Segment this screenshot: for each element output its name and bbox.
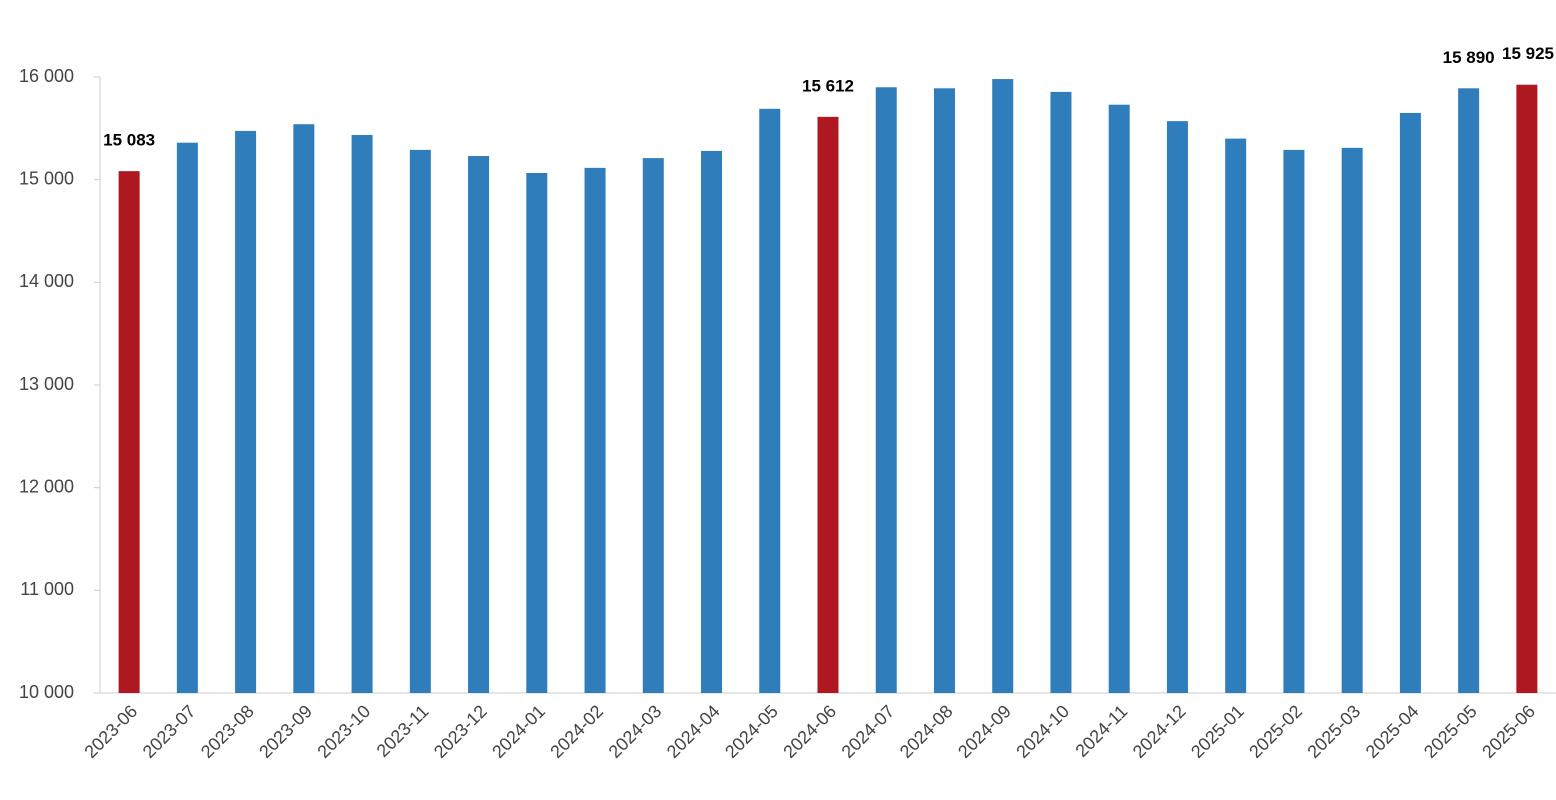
bar [468,156,490,693]
data-label: 15 890 [1443,48,1495,67]
bar [933,88,955,693]
data-label: 15 083 [103,131,155,150]
bar [351,135,373,694]
bar [1166,121,1188,693]
x-tick-label: 2025-04 [1362,701,1423,762]
bar [817,116,839,694]
x-tick-label: 2024-12 [1129,701,1190,762]
y-tick-label: 15 000 [19,168,74,188]
x-tick-label: 2024-03 [605,701,666,762]
y-tick-label: 13 000 [19,374,74,394]
bar [176,142,198,693]
bar [235,130,257,693]
x-tick-label: 2024-09 [954,701,1015,762]
x-tick-label: 2025-03 [1303,701,1364,762]
x-tick-label: 2023-10 [313,701,374,762]
x-tick-label: 2024-07 [838,701,899,762]
y-tick-label: 16 000 [19,66,74,86]
x-tick-label: 2024-02 [546,701,607,762]
bar [1516,84,1538,693]
bar [1225,138,1247,694]
y-tick-label: 10 000 [19,682,74,702]
x-tick-label: 2025-06 [1478,701,1539,762]
x-tick-label: 2023-07 [139,701,200,762]
bar [875,87,897,694]
x-tick-label: 2023-12 [430,701,491,762]
bar [118,171,140,694]
x-tick-label: 2025-02 [1245,701,1306,762]
x-tick-label: 2025-05 [1420,701,1481,762]
bar [1283,149,1305,694]
x-tick-label: 2023-06 [80,701,141,762]
x-tick-label: 2024-08 [896,701,957,762]
x-tick-label: 2024-05 [721,701,782,762]
x-tick-label: 2023-09 [255,701,316,762]
bar [1108,104,1130,694]
bar [759,108,781,694]
bar [701,150,723,694]
x-tick-label: 2023-08 [197,701,258,762]
x-tick-label: 2024-11 [1071,701,1131,761]
bar [409,149,431,694]
bar [642,158,664,693]
data-label: 15 925 [1502,44,1554,63]
x-tick-label: 2024-10 [1012,701,1073,762]
bar [584,167,606,694]
bar [293,124,315,693]
y-tick-label: 12 000 [19,476,74,496]
bar [1341,147,1363,694]
bar [1050,91,1072,694]
x-tick-label: 2024-06 [779,701,840,762]
y-tick-label: 14 000 [19,271,74,291]
bar [526,172,548,693]
bar [992,79,1014,693]
data-label: 15 612 [802,76,854,95]
x-tick-label: 2024-04 [663,701,724,762]
x-tick-label: 2024-01 [488,701,549,762]
x-tick-label: 2023-11 [373,701,433,761]
bar [1399,112,1421,693]
y-tick-label: 11 000 [20,579,74,599]
bar [1458,88,1480,693]
x-tick-label: 2025-01 [1187,701,1248,762]
